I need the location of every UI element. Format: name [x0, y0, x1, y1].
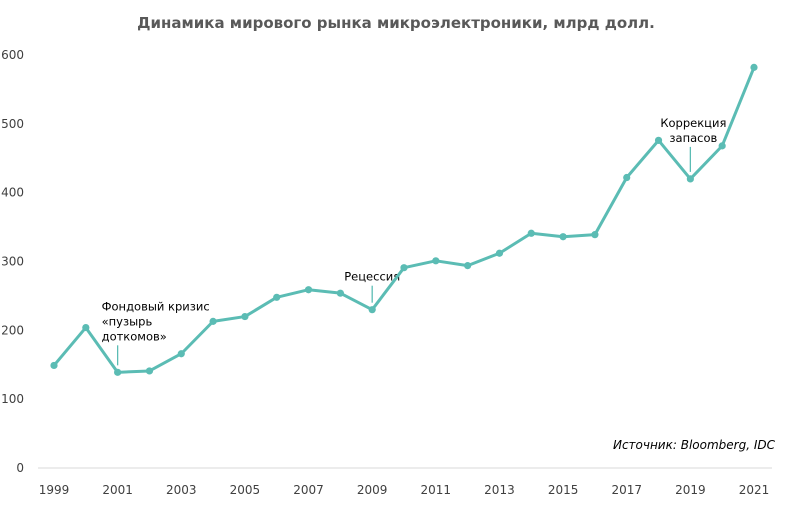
series-line [52, 65, 756, 374]
data-point [432, 257, 440, 265]
x-tick-label: 2011 [421, 483, 452, 497]
data-point [654, 136, 663, 144]
x-tick-label: 2017 [611, 483, 642, 497]
data-point [114, 368, 122, 376]
y-tick-label: 500 [1, 117, 24, 131]
x-tick-label: 1999 [39, 483, 70, 497]
annotation-label: Рецессия [344, 270, 400, 284]
data-point [623, 173, 631, 182]
data-point [209, 317, 217, 325]
data-point [336, 289, 344, 297]
data-point [241, 312, 249, 321]
annotations: Фондовый кризис «пузырь доткомов» Рецессия К… [102, 116, 726, 366]
y-axis: 0 100 200 300 400 500 600 [1, 48, 24, 475]
data-point [400, 264, 408, 272]
data-point [304, 286, 313, 294]
y-tick-label: 300 [1, 255, 24, 269]
data-point [145, 367, 154, 375]
annotation-label: Фондовый кризис «пузырь доткомов» [102, 299, 210, 343]
data-point [718, 142, 726, 150]
data-point [50, 361, 58, 370]
y-tick-label: 600 [1, 48, 24, 62]
data-point [591, 231, 599, 239]
y-tick-label: 100 [1, 392, 24, 406]
source-note: Источник: Bloomberg, IDC [613, 438, 776, 452]
chart-title: Динамика мирового рынка микроэлектроники… [137, 14, 655, 32]
y-tick-label: 400 [1, 186, 24, 200]
data-point [82, 323, 90, 332]
data-point [464, 262, 472, 270]
data-point [750, 63, 758, 71]
x-tick-label: 2015 [548, 483, 579, 497]
data-point [273, 293, 281, 301]
data-point [177, 350, 185, 358]
x-tick-label: 2009 [357, 483, 388, 497]
y-tick-label: 200 [1, 323, 24, 337]
data-point [686, 175, 694, 183]
x-tick-label: 2003 [166, 483, 197, 497]
x-tick-label: 2021 [739, 483, 770, 497]
data-point [368, 306, 376, 314]
x-tick-label: 2001 [102, 483, 133, 497]
data-point [559, 233, 567, 241]
x-tick-label: 2013 [484, 483, 515, 497]
plot-area [50, 63, 758, 376]
data-point [495, 249, 504, 257]
data-point [527, 229, 535, 237]
annotation-label: Коррекция запасов [660, 116, 726, 145]
x-tick-label: 2005 [230, 483, 261, 497]
x-axis: 1999 2001 2003 2005 2007 2009 2011 2013 2015 2017… [38, 467, 772, 497]
y-tick-label: 0 [16, 461, 24, 475]
x-tick-label: 2007 [293, 483, 324, 497]
x-tick-label: 2019 [675, 483, 706, 497]
